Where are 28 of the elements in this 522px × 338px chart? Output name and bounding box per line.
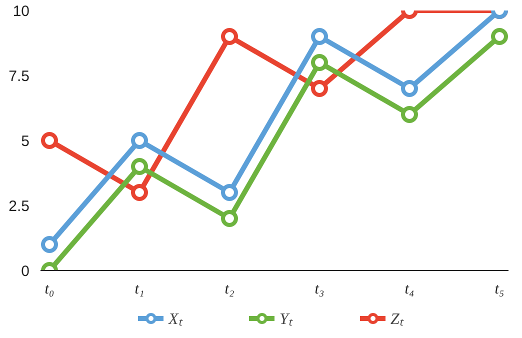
legend-label: Zₜ xyxy=(390,310,405,329)
point xyxy=(131,184,148,201)
y-tick-label: 0 xyxy=(21,263,30,280)
y-tick-label: 2.5 xyxy=(8,198,30,215)
point xyxy=(401,106,418,123)
point xyxy=(311,28,328,45)
point xyxy=(311,54,328,71)
x-tick-label: t₂ xyxy=(224,282,234,298)
point xyxy=(131,132,148,149)
x-tick-label: t₃ xyxy=(314,282,324,298)
y-tick-label: 7.5 xyxy=(8,68,30,85)
point xyxy=(131,158,148,175)
point xyxy=(401,80,418,97)
point xyxy=(221,28,238,45)
x-tick-label: t₁ xyxy=(134,282,144,298)
x-tick-label: t₀ xyxy=(44,282,54,298)
point xyxy=(41,236,58,253)
legend-label: Xₜ xyxy=(168,310,184,329)
point xyxy=(221,210,238,227)
point xyxy=(311,80,328,97)
y-tick-label: 5 xyxy=(21,133,30,150)
x-tick-label: t₅ xyxy=(494,282,504,298)
x-tick-label: t₄ xyxy=(404,282,414,298)
point xyxy=(41,132,58,149)
point xyxy=(491,28,508,45)
legend-label: Yₜ xyxy=(280,310,294,329)
point xyxy=(221,184,238,201)
y-tick-label: 10 xyxy=(12,3,30,20)
